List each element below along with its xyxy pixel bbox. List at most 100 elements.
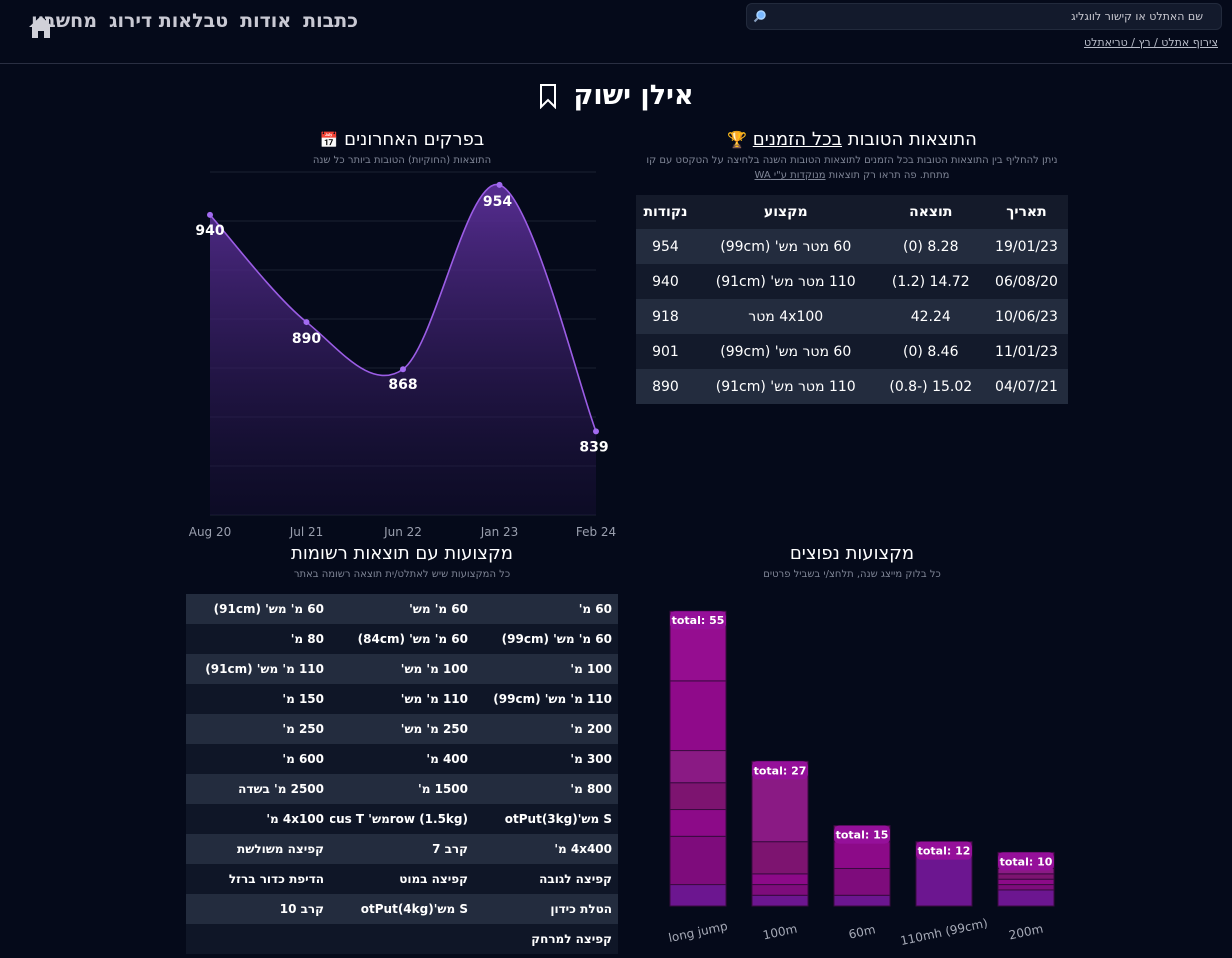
event-item[interactable]: 60 מ' מש' (91cm) bbox=[213, 602, 324, 616]
wa-points-link[interactable]: מנוקדות ע"י WA bbox=[754, 170, 826, 181]
bar-segment[interactable] bbox=[997, 884, 1055, 891]
bar-segment[interactable] bbox=[669, 835, 727, 886]
event-item[interactable]: 250 מ' מש' bbox=[400, 722, 468, 736]
event-item[interactable]: 250 מ' bbox=[282, 722, 324, 736]
event-item[interactable]: 150 מ' bbox=[282, 692, 324, 706]
data-label: 940 bbox=[195, 223, 224, 239]
event-item[interactable]: S מש'(4kg)otPut bbox=[360, 902, 468, 916]
trophy-icon: 🏆 bbox=[727, 130, 748, 149]
event-item[interactable]: row (1.5kg)מש' Discus T bbox=[330, 812, 468, 826]
bar-segment[interactable] bbox=[997, 873, 1055, 880]
event-item[interactable]: קפיצה לגובה bbox=[539, 872, 612, 886]
cell-event: 110 מטר מש' (91cm) bbox=[694, 264, 877, 299]
event-item[interactable]: 60 מ' מש' (99cm) bbox=[501, 632, 612, 646]
table-row[interactable]: 11/01/23 8.46 (0) 60 מטר מש' (99cm) 901 bbox=[636, 334, 1068, 369]
search-box bbox=[746, 3, 1222, 30]
events-row: 4x400 מ' קרב 7 קפיצה משולשת bbox=[186, 834, 618, 864]
x-tick-label: Aug 20 bbox=[189, 525, 232, 539]
nav-rankings[interactable]: טבלאות דירוג bbox=[108, 10, 229, 32]
recent-title-text: בפרקים האחרונים bbox=[344, 129, 485, 150]
events-row: 110 מ' מש' (99cm) 110 מ' מש' 150 מ' bbox=[186, 684, 618, 714]
bar-total-cap bbox=[916, 841, 972, 860]
nav-about[interactable]: אודות bbox=[240, 10, 292, 32]
recent-results-chart: 940 890 868 954 839 Aug 20 Jul 21 Jun 22 Jan 23 F… bbox=[189, 171, 616, 539]
data-point[interactable] bbox=[303, 319, 310, 326]
event-item[interactable]: קפיצה למרחק bbox=[531, 932, 612, 946]
bar-segment[interactable] bbox=[669, 809, 727, 837]
bar-segment[interactable] bbox=[669, 750, 727, 784]
event-item[interactable]: S מש'(3kg)otPut bbox=[504, 812, 612, 826]
event-item[interactable]: 100 מ' bbox=[570, 662, 612, 676]
bar-segment[interactable] bbox=[833, 894, 891, 907]
bar-segment[interactable] bbox=[751, 894, 809, 907]
event-item[interactable]: 400 מ' bbox=[426, 752, 468, 766]
search-icon[interactable] bbox=[753, 9, 767, 23]
table-row[interactable]: 10/06/23 42.24 4x100 מטר 918 bbox=[636, 299, 1068, 334]
event-item[interactable]: 4x100 מ' bbox=[266, 812, 324, 826]
event-item[interactable]: 200 מ' bbox=[570, 722, 612, 736]
event-item[interactable]: קרב 10 bbox=[279, 902, 324, 916]
event-item[interactable]: הדיפת כדור ברזל bbox=[228, 872, 324, 886]
bar[interactable]: total: 15 bbox=[833, 825, 891, 907]
join-athlete-link[interactable]: צירוף אתלט / רץ / טריאתלט bbox=[1083, 36, 1218, 49]
bar[interactable]: total: 12 bbox=[915, 841, 973, 907]
event-item[interactable]: 4x400 מ' bbox=[554, 842, 612, 856]
main-nav: כתבות אודות טבלאות דירוג מחשבון bbox=[31, 10, 358, 32]
bar[interactable]: total: 10 bbox=[997, 851, 1055, 907]
event-item[interactable]: 800 מ' bbox=[570, 782, 612, 796]
event-item[interactable]: 100 מ' מש' bbox=[400, 662, 468, 676]
cell-points: 954 bbox=[636, 229, 695, 264]
data-point[interactable] bbox=[593, 428, 599, 435]
events-row: 60 מ' 60 מ' מש' 60 מ' מש' (91cm) bbox=[186, 594, 618, 624]
event-item[interactable]: קרב 7 bbox=[432, 842, 468, 856]
event-item[interactable]: 60 מ' bbox=[578, 602, 612, 616]
event-item[interactable]: 110 מ' מש' (99cm) bbox=[493, 692, 612, 706]
col-event: מקצוע bbox=[694, 195, 877, 229]
events-row: 300 מ' 400 מ' 600 מ' bbox=[186, 744, 618, 774]
event-item[interactable]: הטלת כידון bbox=[550, 902, 612, 916]
data-point[interactable] bbox=[207, 211, 213, 218]
bar-total-label: total: 55 bbox=[672, 614, 725, 627]
events-row: קפיצה למרחק bbox=[186, 924, 618, 954]
bar-segment[interactable] bbox=[915, 851, 973, 907]
bar[interactable]: total: 55 bbox=[669, 610, 727, 907]
data-point[interactable] bbox=[400, 366, 406, 373]
bar-segment[interactable] bbox=[833, 867, 891, 896]
search-input[interactable] bbox=[771, 4, 1211, 29]
best-subtitle-text: ניתן להחליף בין התוצאות הטובות בכל הזמני… bbox=[646, 155, 1058, 166]
table-row[interactable]: 04/07/21 15.02 (-0.8) 110 מטר מש' (91cm)… bbox=[636, 369, 1068, 404]
col-result: תוצאה bbox=[876, 195, 985, 229]
table-row[interactable]: 19/01/23 8.28 (0) 60 מטר מש' (99cm) 954 bbox=[636, 229, 1068, 264]
event-item[interactable]: 110 מ' מש' (91cm) bbox=[205, 662, 324, 676]
event-item[interactable]: 1500 מ' bbox=[418, 782, 468, 796]
event-item[interactable]: 300 מ' bbox=[570, 752, 612, 766]
best-toggle-link[interactable]: בכל הזמנים bbox=[752, 129, 843, 150]
bar-segment[interactable] bbox=[997, 889, 1055, 907]
bar-segment[interactable] bbox=[997, 878, 1055, 886]
bar-segment[interactable] bbox=[751, 884, 809, 896]
bar-segment[interactable] bbox=[751, 873, 809, 886]
bookmark-icon[interactable] bbox=[538, 83, 558, 109]
home-icon[interactable] bbox=[28, 14, 54, 40]
bar-segment[interactable] bbox=[669, 782, 727, 811]
area-fill bbox=[210, 184, 596, 515]
bar-segment[interactable] bbox=[833, 841, 891, 869]
event-item[interactable]: קפיצה משולשת bbox=[237, 842, 324, 856]
event-item[interactable]: 110 מ' מש' bbox=[400, 692, 468, 706]
nav-articles[interactable]: כתבות bbox=[303, 10, 358, 32]
cell-date: 19/01/23 bbox=[985, 229, 1068, 264]
bar-segment[interactable] bbox=[669, 884, 727, 907]
event-item[interactable]: 80 מ' bbox=[290, 632, 324, 646]
event-item[interactable]: 600 מ' bbox=[282, 752, 324, 766]
bar[interactable]: total: 27 bbox=[751, 760, 809, 907]
table-row[interactable]: 06/08/20 14.72 (1.2) 110 מטר מש' (91cm) … bbox=[636, 264, 1068, 299]
event-item[interactable]: 2500 מ' בשדה bbox=[238, 782, 324, 796]
data-point[interactable] bbox=[496, 181, 503, 188]
event-item[interactable]: 60 מ' מש' bbox=[409, 602, 468, 616]
events-title: מקצועות עם תוצאות רשומות bbox=[291, 543, 513, 564]
bar-segment[interactable] bbox=[751, 841, 809, 875]
x-tick-label: Jan 23 bbox=[480, 525, 519, 539]
event-item[interactable]: קפיצה במוט bbox=[399, 872, 468, 886]
bar-segment[interactable] bbox=[669, 680, 727, 752]
event-item[interactable]: 60 מ' מש' (84cm) bbox=[357, 632, 468, 646]
